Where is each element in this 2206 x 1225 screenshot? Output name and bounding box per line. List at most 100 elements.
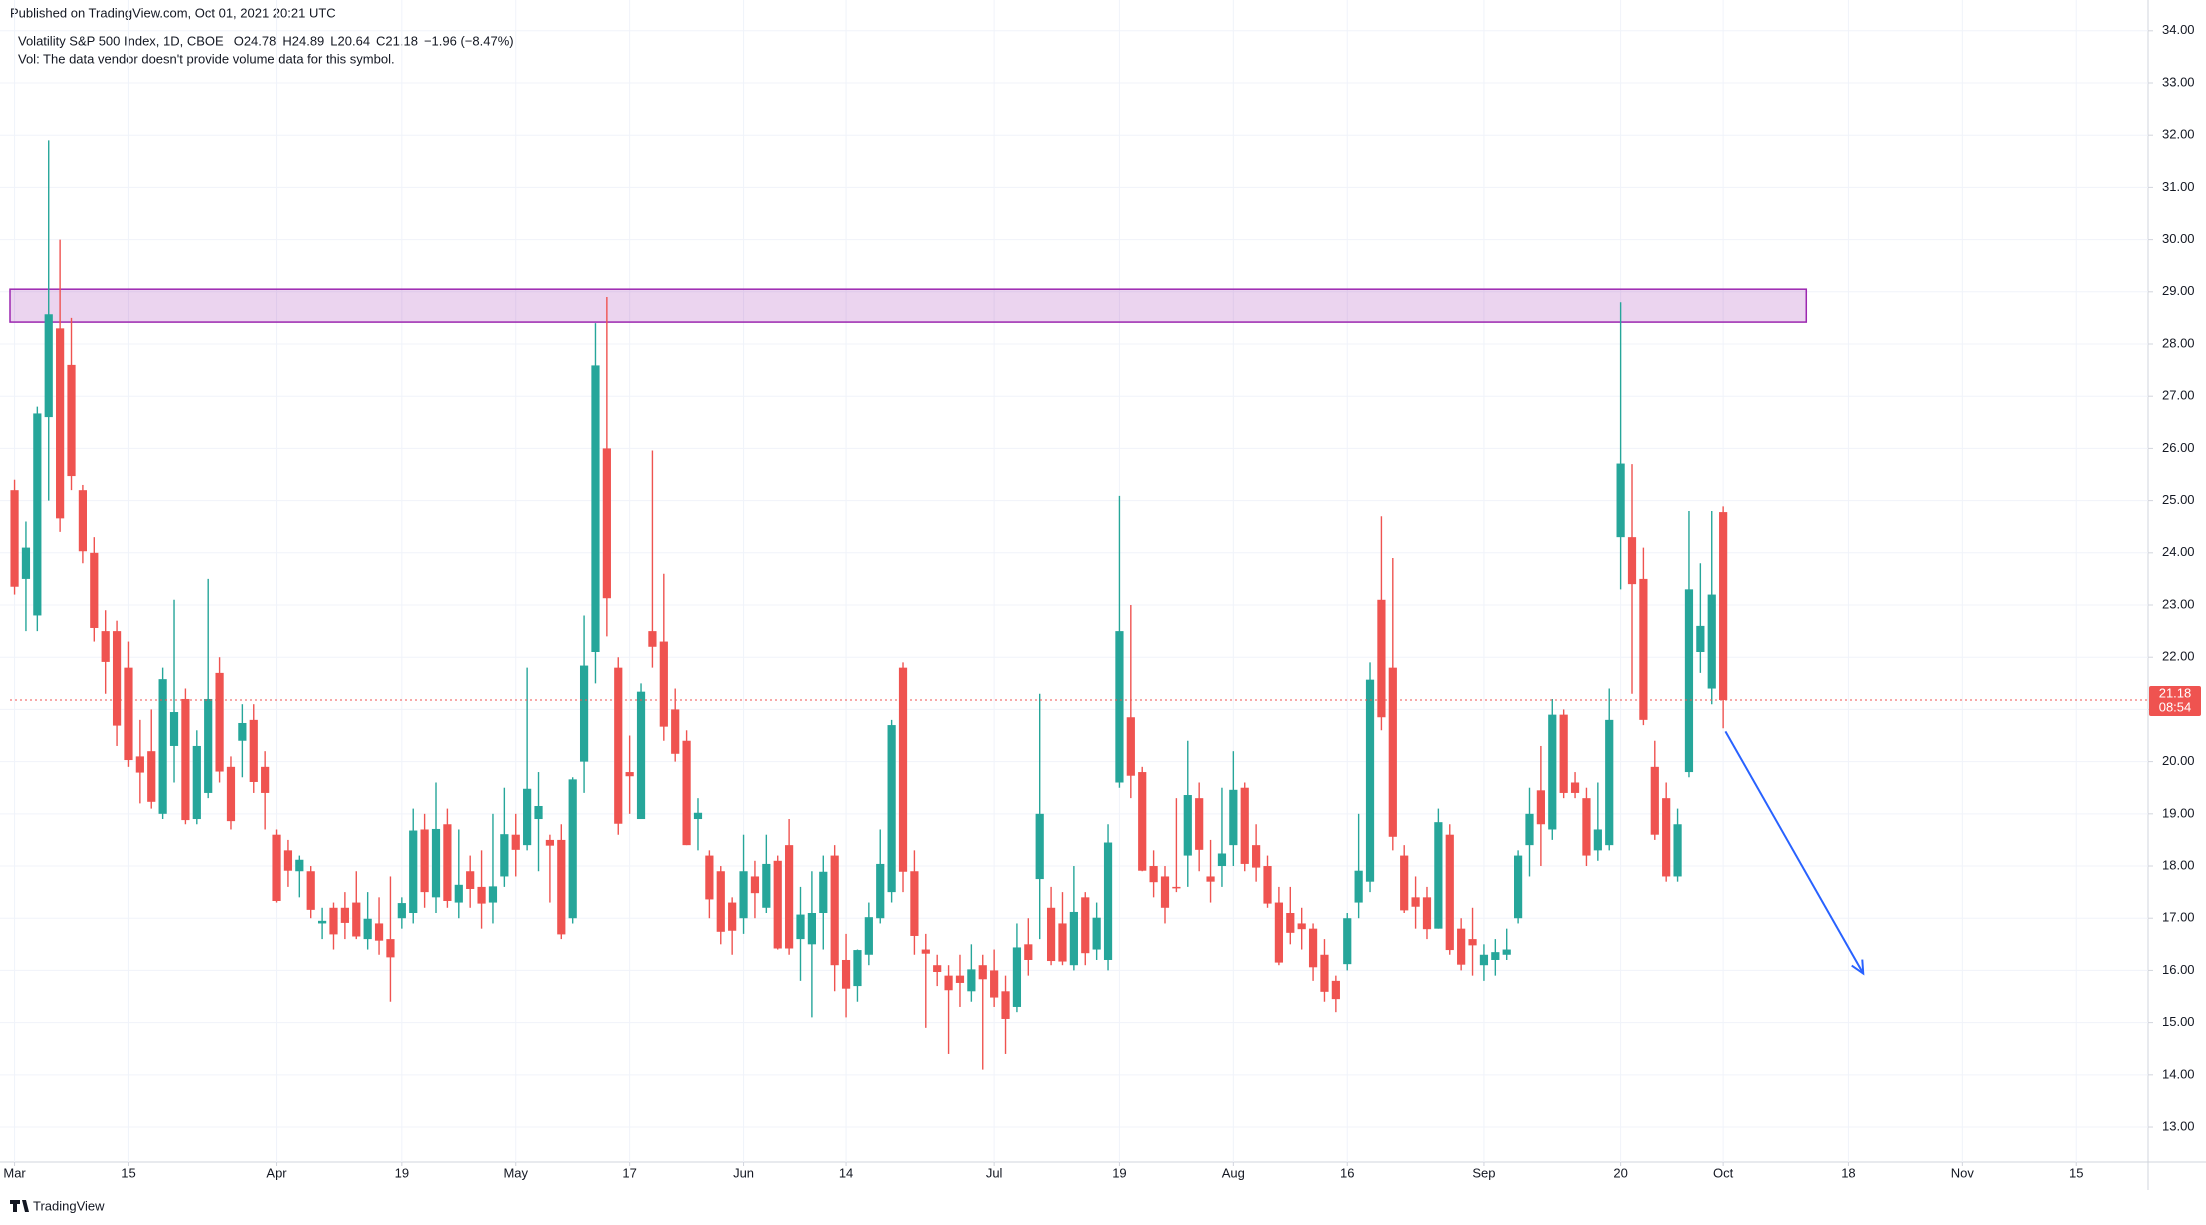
candle-body bbox=[409, 830, 418, 913]
x-tick-label: 19 bbox=[395, 1165, 409, 1180]
candle-body bbox=[557, 839, 566, 935]
candle-body bbox=[1274, 902, 1284, 963]
x-tick-label: Jul bbox=[986, 1165, 1003, 1180]
candle-body bbox=[500, 834, 509, 877]
candle-body bbox=[192, 745, 201, 820]
candle-body bbox=[705, 855, 714, 900]
candle-body bbox=[591, 365, 600, 652]
candle-body bbox=[955, 975, 965, 983]
candle-body bbox=[568, 779, 577, 919]
candle-body bbox=[78, 490, 87, 552]
x-tick-label: 20 bbox=[1613, 1165, 1627, 1180]
candle-body bbox=[1183, 795, 1192, 856]
candle-body bbox=[1719, 512, 1728, 701]
candle-body bbox=[1457, 928, 1466, 965]
candle-body bbox=[978, 965, 987, 980]
x-tick-label: Sep bbox=[1472, 1165, 1495, 1180]
candle-body bbox=[112, 631, 122, 726]
y-tick-label: 20.00 bbox=[2162, 753, 2195, 768]
y-tick-label: 32.00 bbox=[2162, 127, 2195, 142]
x-tick-label: Jun bbox=[733, 1165, 754, 1180]
candle-body bbox=[1616, 463, 1625, 538]
candle-body bbox=[44, 314, 53, 418]
candle-body bbox=[306, 871, 315, 910]
y-tick-label: 28.00 bbox=[2162, 335, 2195, 350]
x-tick-label: Oct bbox=[1713, 1165, 1734, 1180]
candle-body bbox=[1206, 876, 1215, 882]
candle-body bbox=[477, 886, 486, 904]
candle-body bbox=[1673, 824, 1682, 877]
legend-value: L20.64 bbox=[330, 33, 370, 48]
y-tick-label: 18.00 bbox=[2162, 857, 2195, 872]
published-note: Published on TradingView.com, Oct 01, 20… bbox=[10, 5, 336, 20]
brand: TradingView bbox=[33, 1198, 105, 1213]
candle-body bbox=[1570, 782, 1580, 793]
candle-body bbox=[1240, 787, 1249, 864]
candle-body bbox=[1491, 952, 1500, 960]
candle-body bbox=[1388, 667, 1397, 837]
arrow-head bbox=[1851, 959, 1865, 976]
candle-body bbox=[1035, 813, 1044, 880]
candle-body bbox=[147, 751, 156, 802]
candle-body bbox=[1069, 911, 1078, 966]
candle-body bbox=[56, 328, 65, 519]
candle-body bbox=[1400, 855, 1409, 911]
x-tick-label: 16 bbox=[1340, 1165, 1354, 1180]
candle-body bbox=[1684, 589, 1694, 773]
candle-body bbox=[1081, 897, 1090, 954]
candle-body bbox=[785, 845, 794, 949]
candle-body bbox=[443, 824, 452, 901]
candle-body bbox=[420, 829, 429, 893]
candle-body bbox=[933, 965, 942, 972]
candle-body bbox=[739, 871, 748, 919]
candle-body bbox=[534, 805, 543, 820]
candle-body bbox=[1514, 855, 1523, 919]
candle-body bbox=[90, 552, 99, 628]
candle-body bbox=[21, 547, 31, 579]
candle-body bbox=[1320, 954, 1329, 992]
candle-body bbox=[1377, 599, 1386, 718]
candle-body bbox=[728, 902, 737, 931]
candle-body bbox=[602, 448, 611, 599]
candle-body bbox=[431, 828, 441, 898]
candle-body bbox=[693, 812, 703, 820]
candle-body bbox=[1525, 813, 1534, 846]
x-tick-label: 15 bbox=[2069, 1165, 2083, 1180]
candle-body bbox=[215, 672, 224, 772]
candle-body bbox=[1012, 947, 1022, 1007]
y-tick-label: 27.00 bbox=[2162, 388, 2195, 403]
candle-body bbox=[1696, 625, 1705, 652]
candle-body bbox=[67, 364, 76, 477]
candle-body bbox=[659, 641, 668, 727]
candle-body bbox=[1115, 631, 1124, 783]
candle-body bbox=[295, 859, 304, 872]
candle-body bbox=[1422, 897, 1432, 930]
candle-body bbox=[317, 920, 327, 924]
y-tick-label: 16.00 bbox=[2162, 962, 2195, 977]
candle-body bbox=[101, 631, 110, 662]
candle-body bbox=[1411, 897, 1420, 907]
candle-body bbox=[1707, 594, 1716, 689]
legend-value: H24.89 bbox=[282, 33, 324, 48]
candle-body bbox=[454, 884, 463, 903]
candle-body bbox=[773, 860, 782, 949]
candle-body bbox=[887, 725, 896, 893]
candle-body bbox=[511, 834, 520, 850]
x-tick-label: Nov bbox=[1951, 1165, 1975, 1180]
candle-body bbox=[682, 740, 691, 846]
candle-body bbox=[1126, 717, 1135, 776]
candle-body bbox=[1354, 870, 1363, 903]
legend-value: C21.18 bbox=[376, 33, 418, 48]
candle-body bbox=[397, 903, 406, 919]
y-tick-label: 30.00 bbox=[2162, 231, 2195, 246]
candle-body bbox=[124, 667, 133, 761]
y-tick-label: 29.00 bbox=[2162, 283, 2195, 298]
candle-body bbox=[272, 834, 281, 901]
candle-body bbox=[921, 949, 930, 954]
candle-body bbox=[1627, 537, 1637, 585]
candle-body bbox=[1172, 886, 1181, 889]
candle-body bbox=[226, 766, 236, 822]
candle-body bbox=[340, 907, 349, 923]
candle-body bbox=[1195, 798, 1204, 850]
